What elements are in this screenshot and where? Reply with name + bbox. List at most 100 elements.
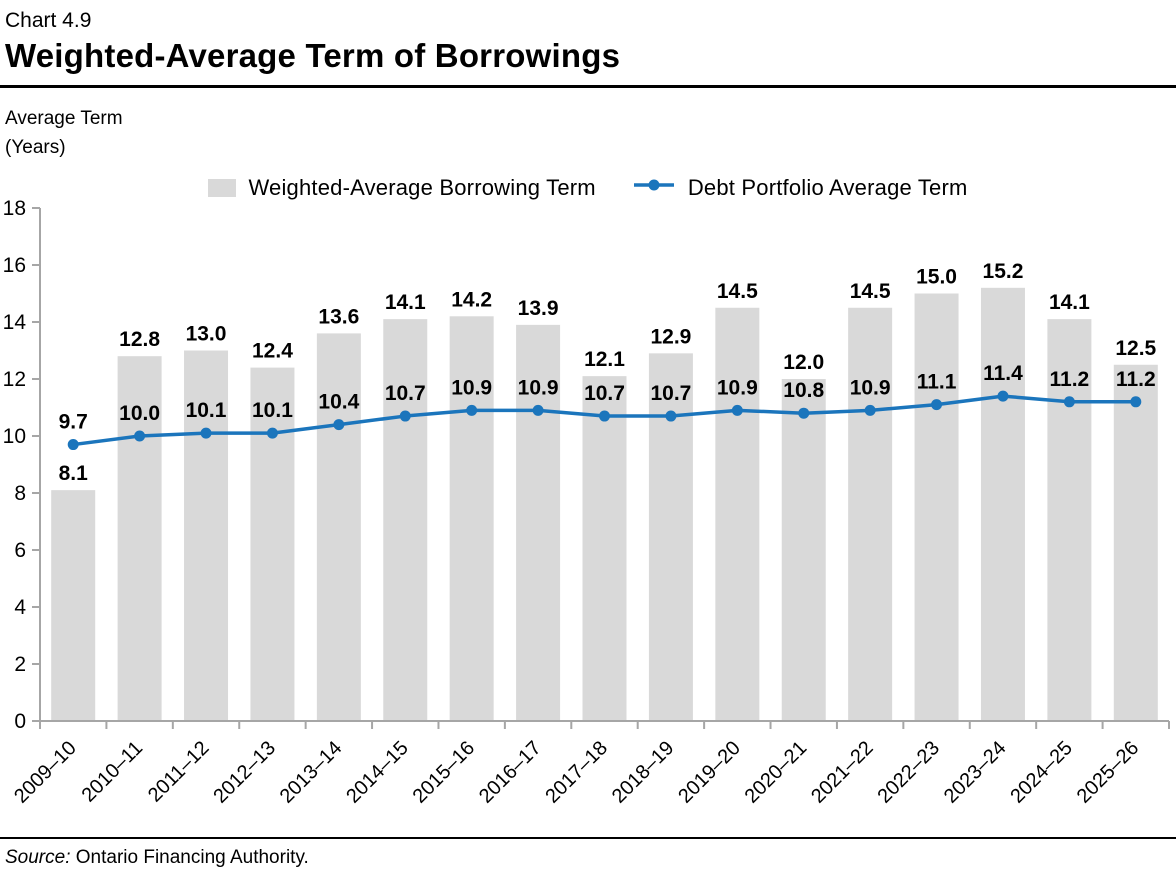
legend-item-bar-series: Weighted-Average Borrowing Term (208, 174, 596, 201)
y-axis-caption-line2: (Years) (5, 137, 66, 159)
line-value-label: 10.7 (650, 382, 691, 405)
line-value-label: 10.9 (518, 376, 559, 399)
bar-value-label: 12.1 (584, 348, 625, 371)
y-tick-label: 12 (3, 368, 26, 391)
bar-2022–23 (914, 293, 959, 721)
legend-bar-series-label: Weighted-Average Borrowing Term (248, 174, 596, 200)
y-tick-label: 4 (14, 596, 26, 619)
bar-2019–20 (715, 307, 760, 721)
x-tick-label: 2022–23 (873, 737, 944, 808)
line-value-label: 10.9 (717, 376, 758, 399)
line-value-label: 10.1 (252, 399, 293, 422)
line-value-label: 10.8 (783, 379, 824, 402)
y-tick-label: 18 (3, 197, 26, 220)
y-tick-label: 2 (14, 653, 26, 676)
y-tick-label: 10 (3, 425, 26, 448)
bar-value-label: 13.0 (186, 322, 227, 345)
x-tick-label: 2018–19 (608, 737, 679, 808)
chart-title: Weighted-Average Term of Borrowings (5, 37, 621, 75)
x-tick-label: 2020–21 (741, 737, 812, 808)
bar-value-label: 14.5 (850, 279, 891, 302)
y-tick-label: 14 (3, 311, 27, 334)
line-value-label: 11.2 (1116, 367, 1156, 390)
bar-2010–11 (117, 355, 162, 721)
combo-chart-plot: 0 2 4 6 8 10 12 14 16 18 2009–102010–112011–122012… (3, 197, 1170, 808)
bar-value-label: 15.0 (916, 265, 957, 288)
x-tick-label: 2009–10 (10, 737, 81, 808)
y-tick-label: 6 (14, 539, 26, 562)
line-value-label: 11.1 (917, 370, 957, 393)
bar-value-label: 13.6 (318, 305, 359, 328)
line-point-2020–21 (798, 407, 810, 419)
bar-series-swatch-icon (208, 178, 237, 197)
x-tick-label: 2016–17 (475, 737, 546, 808)
y-tick-label: 16 (3, 254, 26, 277)
bar-2020–21 (781, 378, 826, 721)
line-point-2016–17 (532, 404, 544, 416)
x-tick-label: 2011–12 (144, 737, 214, 807)
line-value-label: 10.0 (119, 402, 160, 425)
y-axis-caption: Average Term (Years) (5, 104, 1176, 163)
bar-value-label: 12.5 (1115, 336, 1156, 359)
bar-2023–24 (980, 287, 1025, 721)
bar-value-label: 12.4 (252, 339, 293, 362)
y-tick-label: 8 (14, 482, 26, 505)
line-series-swatch-icon (632, 175, 676, 201)
bar-value-label: 15.2 (983, 259, 1024, 282)
bar-2024–25 (1047, 318, 1092, 721)
bar-value-label: 14.5 (717, 279, 758, 302)
source-text: Ontario Financing Authority. (75, 846, 309, 868)
line-value-label: 10.7 (385, 382, 426, 405)
line-point-2023–24 (997, 390, 1009, 402)
line-point-2018–19 (665, 410, 677, 422)
line-point-2013–14 (333, 418, 345, 430)
bar-2015–16 (449, 315, 494, 721)
chart-number: Chart 4.9 (5, 9, 92, 32)
x-tick-label: 2023–24 (940, 737, 1011, 808)
chart-legend: Weighted-Average Borrowing Term Debt Por… (0, 175, 1176, 201)
bar-2018–19 (648, 353, 693, 721)
x-tick-label: 2010–11 (78, 737, 148, 807)
line-point-2011–12 (200, 427, 212, 439)
line-point-2025–26 (1130, 395, 1142, 407)
line-point-2022–23 (931, 398, 943, 410)
bar-2014–15 (383, 318, 428, 721)
line-point-2010–11 (134, 430, 146, 442)
line-point-2024–25 (1063, 395, 1075, 407)
y-tick-label: 0 (14, 710, 26, 733)
line-point-2021–22 (864, 404, 876, 416)
line-point-2009–10 (67, 438, 79, 450)
y-axis-caption-line1: Average Term (5, 107, 123, 129)
line-point-2012–13 (266, 427, 278, 439)
legend-item-line-series: Debt Portfolio Average Term (632, 175, 968, 201)
legend-line-marker (648, 179, 660, 191)
chart-header: Chart 4.9 Weighted-Average Term of Borro… (0, 0, 1176, 88)
bar-value-label: 13.9 (518, 297, 559, 320)
line-value-label: 11.4 (983, 362, 1023, 385)
line-point-2014–15 (399, 410, 411, 422)
bar-value-label: 12.8 (119, 328, 160, 351)
chart-area: Weighted-Average Borrowing Term Debt Por… (0, 163, 1176, 823)
x-tick-label: 2013–14 (276, 737, 347, 808)
bar-2011–12 (184, 350, 229, 721)
x-tick-label: 2025–26 (1073, 737, 1144, 808)
source-label: Source: (5, 846, 71, 868)
bar-2016–17 (516, 324, 561, 721)
line-value-label: 11.2 (1050, 367, 1090, 390)
bar-2009–10 (51, 489, 96, 721)
line-value-label: 9.7 (59, 410, 88, 433)
x-tick-label: 2012–13 (209, 737, 280, 808)
line-value-label: 10.1 (186, 399, 227, 422)
x-tick-label: 2021–22 (807, 737, 878, 808)
legend-line-series-label: Debt Portfolio Average Term (687, 174, 968, 200)
line-point-2017–18 (599, 410, 610, 422)
line-value-label: 10.7 (584, 382, 625, 405)
source-row: Source: Ontario Financing Authority. (0, 836, 1176, 869)
line-point-2015–16 (466, 404, 478, 416)
line-value-label: 10.9 (850, 376, 891, 399)
bar-2012–13 (250, 367, 295, 721)
bar-2017–18 (582, 375, 627, 721)
x-tick-label: 2019–20 (674, 737, 745, 808)
bar-2025–26 (1113, 364, 1158, 721)
line-value-label: 10.9 (451, 376, 492, 399)
